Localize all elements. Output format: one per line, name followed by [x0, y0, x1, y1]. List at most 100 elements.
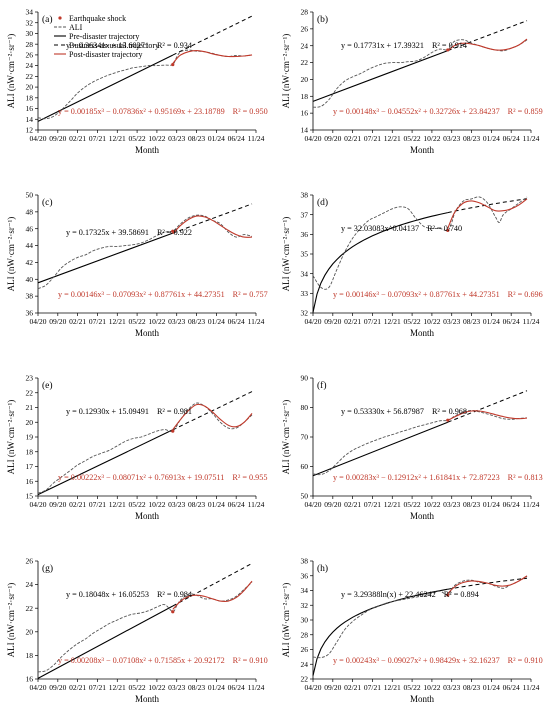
earthquake-shock-marker: [446, 228, 450, 232]
legend-ali-label: ALI: [69, 23, 83, 32]
y-axis-label: ALI (nW·cm⁻²·sr⁻¹): [281, 34, 291, 109]
y-tick-label: 40: [26, 275, 34, 284]
business-as-usual-trajectory: [172, 391, 253, 431]
panel-label: (a): [42, 14, 53, 25]
post-disaster-equation: y = 0.00208x³ − 0.07108x² + 0.71585x + 2…: [58, 656, 268, 665]
chart-panel-g: 16 18 20 22 24 26 04/20 09/20 02/21 07/21 12/21 05/…: [6, 557, 268, 704]
x-tick-label: 10/22: [423, 134, 440, 143]
y-tick-label: 36: [26, 309, 34, 318]
chart-panel-e: 15 16 17 18 19 20 21 22 23 04/20 09/20 02/21 07/21 12…: [6, 374, 267, 521]
pre-disaster-trajectory: [37, 605, 174, 679]
y-axis-label: ALI (nW·cm⁻²·sr⁻¹): [6, 217, 16, 292]
earthquake-shock-marker: [446, 418, 450, 422]
y-tick-label: 48: [26, 207, 34, 216]
post-fit-r2: R² = 0.955: [232, 473, 267, 482]
x-axis-label: Month: [135, 694, 160, 704]
pre-disaster-trajectory: [312, 588, 448, 676]
pre-fit-r2: R² = 0.922: [157, 228, 192, 237]
pre-disaster-trajectory: [37, 429, 174, 496]
legend-bau-label: Business-as-usual trajectory: [69, 41, 159, 50]
post-disaster-trajectory: [447, 575, 528, 594]
x-tick-label: 07/21: [89, 500, 106, 509]
y-tick-label: 44: [26, 241, 34, 250]
x-tick-label: 03/23: [443, 134, 460, 143]
post-fit-expr: y = 0.00243x³ − 0.09027x² + 0.98429x + 3…: [333, 656, 500, 665]
post-disaster-trajectory: [172, 50, 253, 64]
pre-disaster-equation: y = 3.29388ln(x) + 22.46242 R² = 0.894: [341, 590, 479, 599]
x-tick-label: 04/20: [304, 317, 321, 326]
y-tick-label: 26: [26, 557, 34, 566]
y-tick-label: 38: [301, 557, 309, 566]
business-as-usual-trajectory: [447, 577, 528, 590]
y-tick-label: 22: [26, 388, 34, 397]
panel-label: (h): [317, 563, 328, 574]
business-as-usual-trajectory: [172, 203, 253, 234]
x-tick-label: 04/20: [29, 134, 46, 143]
x-tick-label: 04/20: [29, 683, 46, 692]
post-fit-r2: R² = 0.757: [233, 290, 268, 299]
x-tick-label: 12/21: [384, 683, 401, 692]
x-tick-label: 03/23: [168, 317, 185, 326]
x-tick-label: 05/22: [129, 683, 146, 692]
x-axis-label: Month: [135, 511, 160, 521]
y-tick-label: 23: [26, 374, 34, 383]
x-tick-label: 12/21: [109, 500, 126, 509]
x-tick-label: 02/21: [69, 683, 86, 692]
x-tick-label: 12/21: [109, 134, 126, 143]
x-tick-label: 08/23: [463, 500, 480, 509]
y-tick-label: 16: [26, 477, 34, 486]
post-fit-expr: y = 0.00146x³ − 0.07093x² + 0.87761x + 4…: [58, 290, 225, 299]
x-tick-label: 11/24: [248, 500, 265, 509]
x-tick-label: 12/21: [384, 500, 401, 509]
pre-disaster-equation: y = 0.36341x + 13.60271 R² = 0.934: [66, 41, 192, 50]
y-tick-label: 24: [26, 61, 34, 70]
x-tick-label: 07/21: [364, 500, 381, 509]
x-tick-label: 05/22: [129, 500, 146, 509]
y-tick-label: 34: [301, 586, 309, 595]
y-tick-label: 36: [301, 571, 309, 580]
x-tick-label: 09/20: [49, 134, 66, 143]
post-disaster-equation: y = 0.00283x³ − 0.12912x² + 1.61841x + 7…: [333, 473, 543, 482]
x-tick-label: 07/21: [89, 683, 106, 692]
pre-fit-expr: y = 0.12930x + 15.09491: [66, 407, 149, 416]
x-tick-label: 08/23: [188, 500, 205, 509]
x-tick-label: 10/22: [423, 317, 440, 326]
x-tick-label: 05/22: [129, 317, 146, 326]
post-disaster-equation: y = 0.00243x³ − 0.09027x² + 0.98429x + 3…: [333, 656, 543, 665]
post-disaster-trajectory: [447, 38, 528, 52]
ali-series: [37, 214, 253, 290]
y-tick-label: 50: [301, 492, 309, 501]
y-tick-label: 18: [26, 447, 34, 456]
x-tick-label: 01/24: [483, 500, 500, 509]
ali-series: [37, 402, 253, 494]
y-tick-label: 30: [301, 616, 309, 625]
x-tick-label: 07/21: [364, 134, 381, 143]
x-tick-label: 06/24: [228, 500, 245, 509]
x-tick-label: 05/22: [129, 134, 146, 143]
x-tick-label: 04/20: [29, 500, 46, 509]
x-tick-label: 11/24: [523, 317, 540, 326]
y-tick-label: 70: [301, 433, 309, 442]
post-fit-expr: y = 0.00222x³ − 0.08071x² + 0.76913x + 1…: [58, 473, 224, 482]
x-tick-label: 04/20: [29, 317, 46, 326]
y-tick-label: 26: [301, 24, 309, 33]
y-tick-label: 60: [301, 462, 309, 471]
y-tick-label: 28: [26, 40, 34, 49]
y-tick-label: 26: [301, 645, 309, 654]
y-tick-label: 34: [26, 8, 34, 17]
post-fit-r2: R² = 0.910: [508, 656, 543, 665]
pre-disaster-equation: y = 0.17325x + 39.58691 R² = 0.922: [66, 228, 192, 237]
x-tick-label: 05/22: [404, 500, 421, 509]
post-disaster-equation: y = 0.00185x³ − 0.07836x² + 0.95169x + 2…: [58, 107, 268, 116]
pre-fit-r2: R² = 0.740: [427, 224, 462, 233]
x-tick-label: 01/24: [483, 134, 500, 143]
x-tick-label: 09/20: [324, 683, 341, 692]
y-tick-label: 22: [301, 675, 309, 684]
x-tick-label: 03/23: [168, 134, 185, 143]
y-tick-label: 80: [301, 403, 309, 412]
x-axis-label: Month: [410, 145, 435, 155]
x-tick-label: 12/21: [384, 134, 401, 143]
